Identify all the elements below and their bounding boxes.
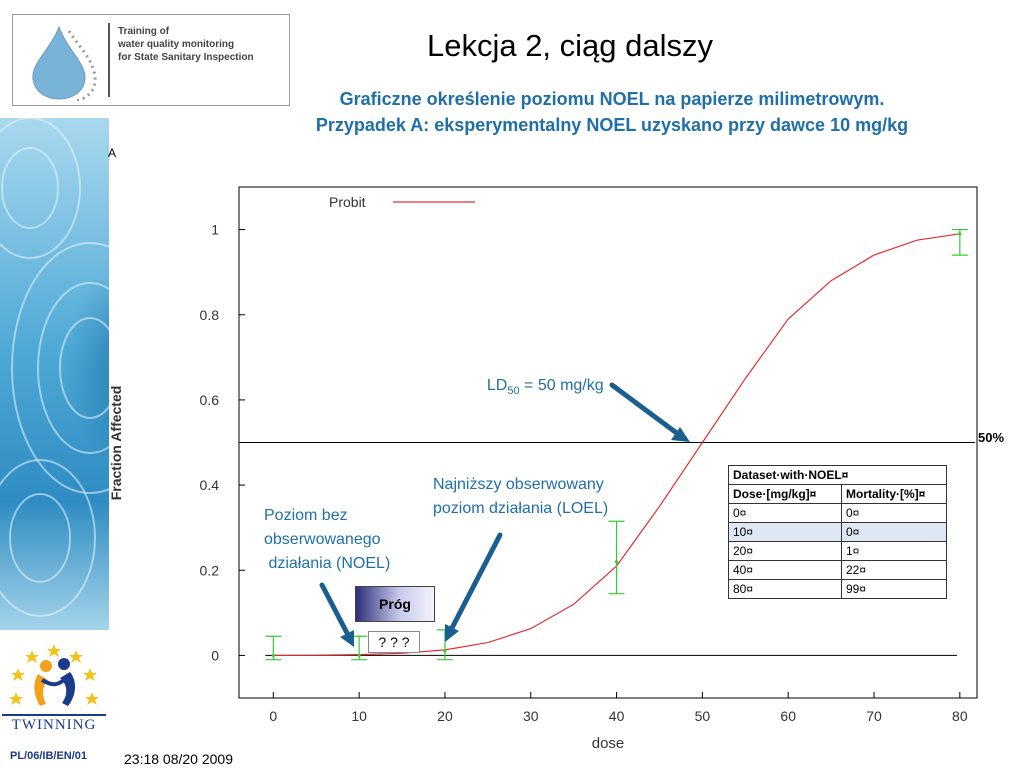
subtitle-line-1: Graficzne określenie poziomu NOEL na pap… xyxy=(339,89,885,109)
loel-arrow xyxy=(449,532,503,631)
observation-point xyxy=(357,653,361,658)
ld50-annotation: LD50 = 50 mg/kg xyxy=(478,350,604,403)
y-axis-label: Fraction Affected xyxy=(108,386,124,501)
logo-divider xyxy=(108,23,110,97)
table-cell-dose: 10¤ xyxy=(728,522,842,542)
reference-lines xyxy=(239,442,975,656)
table-cell-dose: 80¤ xyxy=(728,579,842,599)
table-header-dose: Dose·[mg/kg]¤ xyxy=(728,484,842,504)
x-tick-label: 30 xyxy=(523,708,539,724)
y-tick-label: 0.8 xyxy=(200,307,220,323)
observation-point xyxy=(271,653,275,658)
x-tick-label: 10 xyxy=(351,708,367,724)
table-cell-dose: 20¤ xyxy=(728,541,842,561)
observation-layer xyxy=(265,228,968,661)
y-tick-label: 0.2 xyxy=(200,562,220,578)
ld50-arrowhead xyxy=(671,427,690,442)
footer-code: PL/06/IB/EN/01 xyxy=(10,750,88,762)
unknown-marker: ? ? ? xyxy=(368,631,420,653)
x-tick-label: 20 xyxy=(437,708,453,724)
table-cell-mortality: 22¤ xyxy=(841,560,947,580)
x-tick-label: 0 xyxy=(269,708,277,724)
twinning-logo: TWINNING xyxy=(2,640,106,736)
table-cell-mortality: 0¤ xyxy=(841,522,947,542)
water-ripple-image xyxy=(0,118,109,630)
x-axis-label: dose xyxy=(592,735,625,752)
twinning-emblem-icon xyxy=(9,644,99,706)
x-tick-label: 40 xyxy=(609,708,625,724)
table-cell-mortality: 1¤ xyxy=(841,541,947,561)
sidebar-fragment-text: A xyxy=(108,146,117,160)
ld50-arrow xyxy=(609,382,681,437)
y-tick-label: 0.6 xyxy=(200,392,220,408)
x-axis-ticks: 0 10 20 30 40 50 60 70 80 xyxy=(269,692,968,724)
page-subtitle: Graficzne określenie poziomu NOEL na pap… xyxy=(212,86,1012,138)
table-header-mortality: Mortality·[%]¤ xyxy=(841,484,947,504)
project-logo: Training of water quality monitoring for… xyxy=(12,14,290,106)
ld50-suffix: = 50 mg/kg xyxy=(519,377,604,394)
table-cell-dose: 0¤ xyxy=(728,503,842,523)
eu-stars-icon xyxy=(9,644,99,705)
x-tick-label: 50 xyxy=(695,708,711,724)
table-cell-mortality: 99¤ xyxy=(841,579,947,599)
y-tick-label: 0 xyxy=(211,647,219,663)
x-tick-label: 60 xyxy=(780,708,796,724)
table-row-highlighted: 10¤ 0¤ xyxy=(728,522,947,542)
table-row: 80¤ 99¤ xyxy=(728,579,947,599)
table-row: 40¤ 22¤ xyxy=(728,560,947,580)
table-cell-dose: 40¤ xyxy=(728,560,842,580)
ld50-prefix: LD xyxy=(486,377,508,394)
loel-arrowhead xyxy=(445,624,459,642)
twinning-wordmark: TWINNING xyxy=(2,714,106,734)
table-header-row: Dose·[mg/kg]¤ Mortality·[%]¤ xyxy=(728,484,947,504)
x-tick-label: 70 xyxy=(866,708,882,724)
y-tick-label: 0.4 xyxy=(200,477,220,493)
table-cell-mortality: 0¤ xyxy=(841,503,947,523)
threshold-box: Próg xyxy=(355,586,435,622)
fifty-percent-label: 50% xyxy=(978,430,1005,445)
observation-point xyxy=(614,560,619,564)
noel-arrow xyxy=(319,582,350,636)
water-drop-icon xyxy=(32,25,97,101)
arrow-group xyxy=(319,382,690,647)
y-axis-ticks: 0 0.2 0.4 0.6 0.8 1 xyxy=(200,222,245,663)
noel-arrowhead xyxy=(340,630,354,647)
observation-point xyxy=(443,649,447,653)
table-row: 20¤ 1¤ xyxy=(728,541,947,561)
dataset-table: Dataset·with·NOEL¤ Dose·[mg/kg]¤ Mortali… xyxy=(728,465,947,599)
legend-label: Probit xyxy=(329,194,366,210)
loel-annotation: Najniższy obserwowany poziom działania (… xyxy=(433,476,609,517)
water-ripple-graphic xyxy=(0,118,109,630)
footer-date: 23:18 08/20 2009 xyxy=(124,751,233,767)
y-tick-label: 1 xyxy=(211,222,219,238)
x-tick-label: 80 xyxy=(952,708,968,724)
page-title: Lekcja 2, ciąg dalszy xyxy=(426,28,714,63)
observation-point xyxy=(958,232,962,236)
table-row: 0¤ 0¤ xyxy=(728,503,947,523)
logo-text: Training of water quality monitoring for… xyxy=(118,26,254,63)
table-title-row: Dataset·with·NOEL¤ xyxy=(728,465,947,485)
table-title: Dataset·with·NOEL¤ xyxy=(728,465,947,485)
noel-annotation: Poziom bez obserwowanego działania (NOEL… xyxy=(264,507,391,572)
subtitle-line-2: Przypadek A: eksperymentalny NOEL uzyska… xyxy=(315,115,909,135)
ld50-subscript: 50 xyxy=(507,385,520,398)
chart-legend: Probit xyxy=(329,194,475,210)
